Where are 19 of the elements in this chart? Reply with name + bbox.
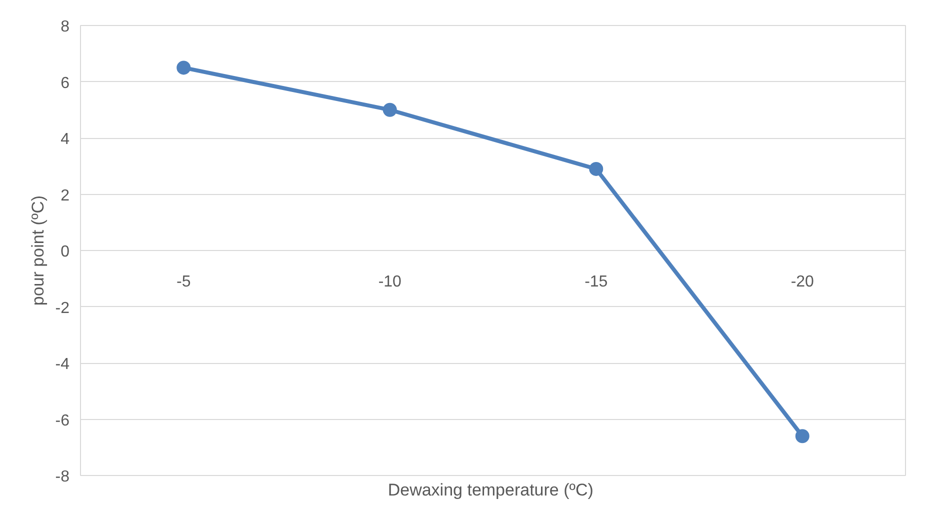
point: [795, 429, 810, 444]
point: [589, 162, 604, 176]
y-tick-label: 8: [60, 18, 70, 36]
y-tick-label: 6: [60, 74, 70, 92]
x-tick-label: -15: [584, 274, 608, 290]
x-tick-label: -5: [176, 274, 191, 290]
y-tick-label: -2: [55, 300, 70, 317]
point: [382, 102, 397, 117]
point: [176, 60, 191, 75]
x-axis-title: Dewaxing temperature (ºC): [388, 480, 594, 500]
y-tick-label: 0: [60, 244, 70, 260]
y-tick-label: -8: [55, 468, 70, 486]
y-axis-title: pour point (ºC): [28, 195, 48, 306]
y-tick-label: -6: [55, 412, 70, 430]
y-tick-label: 2: [60, 187, 70, 204]
x-tick-label: -20: [790, 274, 814, 290]
y-tick-label: -4: [55, 356, 70, 373]
y-tick-label: 4: [60, 131, 70, 148]
x-tick-label: -10: [378, 274, 402, 290]
